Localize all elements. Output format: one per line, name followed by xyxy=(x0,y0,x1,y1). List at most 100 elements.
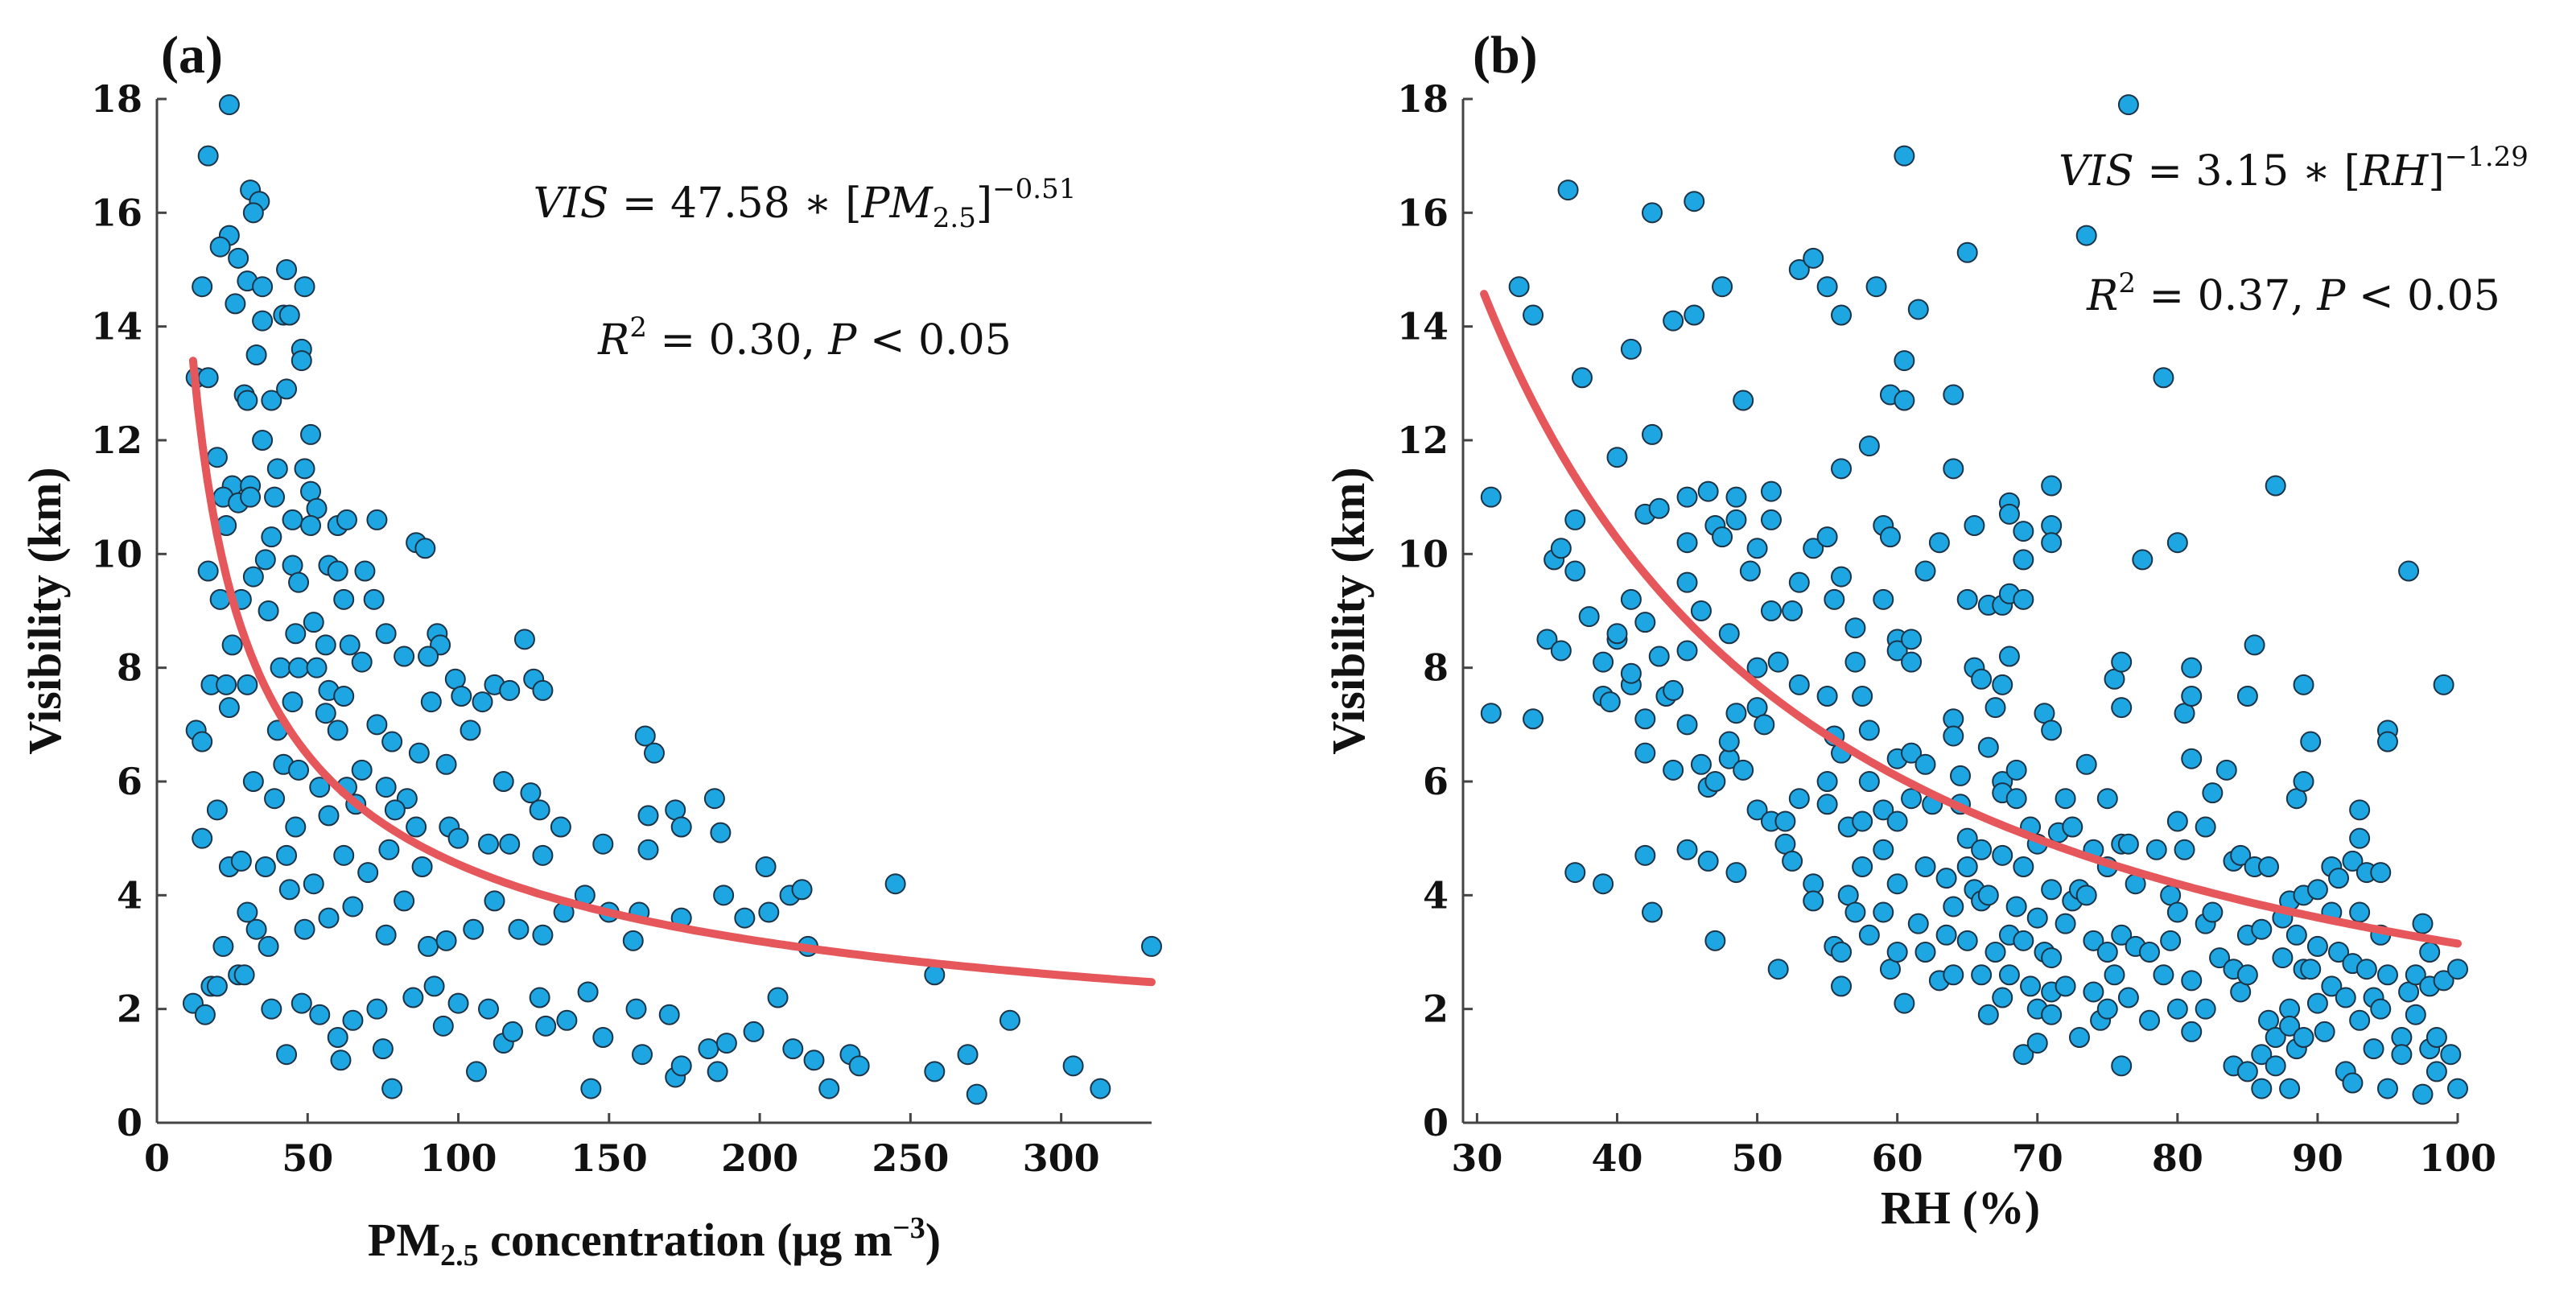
data-point xyxy=(1508,276,1530,298)
data-point xyxy=(1943,725,1964,747)
data-point xyxy=(258,600,279,621)
data-point xyxy=(460,720,481,741)
data-point xyxy=(884,873,906,895)
data-point xyxy=(339,634,361,656)
data-point xyxy=(791,879,813,901)
data-point xyxy=(1733,390,1754,411)
data-point xyxy=(2306,992,2328,1014)
panel-label: (a) xyxy=(161,26,223,85)
x-label-superscript: −3 xyxy=(892,1211,925,1245)
x-tick-label: 80 xyxy=(2152,1136,2203,1180)
data-point xyxy=(2096,998,2118,1020)
data-point xyxy=(1523,708,1544,730)
data-point xyxy=(240,486,262,508)
data-point xyxy=(2412,913,2434,934)
data-point xyxy=(423,975,445,997)
data-point xyxy=(1746,657,1768,678)
data-point xyxy=(2005,788,2027,810)
data-point xyxy=(1803,247,1824,269)
data-point xyxy=(366,998,388,1020)
data-point xyxy=(276,259,298,280)
data-point xyxy=(499,833,521,855)
data-point xyxy=(2349,901,2371,923)
data-point xyxy=(2153,964,2174,986)
data-point xyxy=(529,987,550,1008)
data-point xyxy=(2405,1004,2426,1025)
data-point xyxy=(1935,868,1957,889)
data-point xyxy=(266,458,288,480)
x-axis-label: PM2.5 concentration (μg m−3) xyxy=(368,1211,941,1272)
data-point xyxy=(418,935,439,957)
data-point xyxy=(2117,987,2139,1008)
data-point xyxy=(2335,987,2356,1008)
data-point xyxy=(577,981,599,1003)
data-point xyxy=(1816,771,1838,792)
data-point xyxy=(2265,1055,2286,1077)
data-point xyxy=(580,1078,602,1099)
data-point xyxy=(1894,390,1915,411)
data-point xyxy=(2300,731,2322,753)
data-point xyxy=(2349,1009,2371,1031)
data-point xyxy=(2181,657,2203,678)
x-tick-label: 30 xyxy=(1451,1136,1502,1180)
data-point xyxy=(2236,964,2258,986)
x-tick-label: 0 xyxy=(144,1136,170,1180)
data-point xyxy=(254,856,276,877)
data-point xyxy=(1606,447,1628,468)
data-point xyxy=(1858,771,1880,792)
data-point xyxy=(999,1009,1020,1031)
p-symbol: P xyxy=(2316,272,2346,320)
data-point xyxy=(1964,515,1985,536)
p-symbol: P xyxy=(827,316,857,365)
data-point xyxy=(291,992,312,1014)
p-value: < 0.05 xyxy=(856,316,1011,365)
data-point xyxy=(2202,782,2224,804)
data-point xyxy=(743,1021,765,1042)
data-point xyxy=(472,691,493,713)
data-point xyxy=(2153,367,2174,389)
data-point xyxy=(1886,942,1908,963)
data-point xyxy=(309,1004,331,1025)
data-point xyxy=(303,873,324,895)
data-point xyxy=(2096,942,2118,963)
data-point xyxy=(294,918,315,940)
data-point xyxy=(2083,930,2104,951)
y-tick-label: 6 xyxy=(1423,760,1449,803)
data-point xyxy=(245,918,267,940)
data-point xyxy=(698,1038,719,1060)
data-point xyxy=(1971,964,1993,986)
data-point xyxy=(2279,1078,2301,1099)
data-point xyxy=(1782,850,1803,872)
data-point xyxy=(218,697,240,719)
data-point xyxy=(2020,975,2042,997)
data-point xyxy=(303,612,324,633)
data-point xyxy=(1536,629,1558,650)
data-point xyxy=(2181,1021,2203,1042)
data-point xyxy=(206,447,228,468)
y-tick-label: 10 xyxy=(91,532,142,575)
data-point xyxy=(1733,759,1754,781)
data-point xyxy=(2306,935,2328,957)
fit-equation: VIS = 47.58 ∗ [PM2.5]−0.51 xyxy=(534,173,1077,234)
data-point xyxy=(1774,810,1796,832)
data-point xyxy=(2005,759,2027,781)
data-point xyxy=(216,674,237,695)
data-point xyxy=(529,799,550,821)
fit-statistics: R2 = 0.37, P < 0.05 xyxy=(2086,267,2500,320)
r-squared-value: = 0.37, xyxy=(2136,272,2317,320)
data-point xyxy=(252,310,274,332)
data-point xyxy=(228,247,249,269)
data-point xyxy=(2111,924,2133,946)
data-point xyxy=(1943,964,1964,986)
data-point xyxy=(288,759,310,781)
y-tick-label: 16 xyxy=(1397,191,1449,234)
x-label-subscript: 2.5 xyxy=(440,1239,479,1272)
data-point xyxy=(2398,560,2420,582)
data-point xyxy=(1950,765,1971,786)
y-tick-label: 14 xyxy=(1397,305,1449,348)
data-point xyxy=(381,731,403,753)
data-point xyxy=(2251,1044,2273,1066)
y-tick-label: 12 xyxy=(1397,419,1449,462)
y-tick-label: 8 xyxy=(117,646,142,690)
data-point xyxy=(1746,799,1768,821)
